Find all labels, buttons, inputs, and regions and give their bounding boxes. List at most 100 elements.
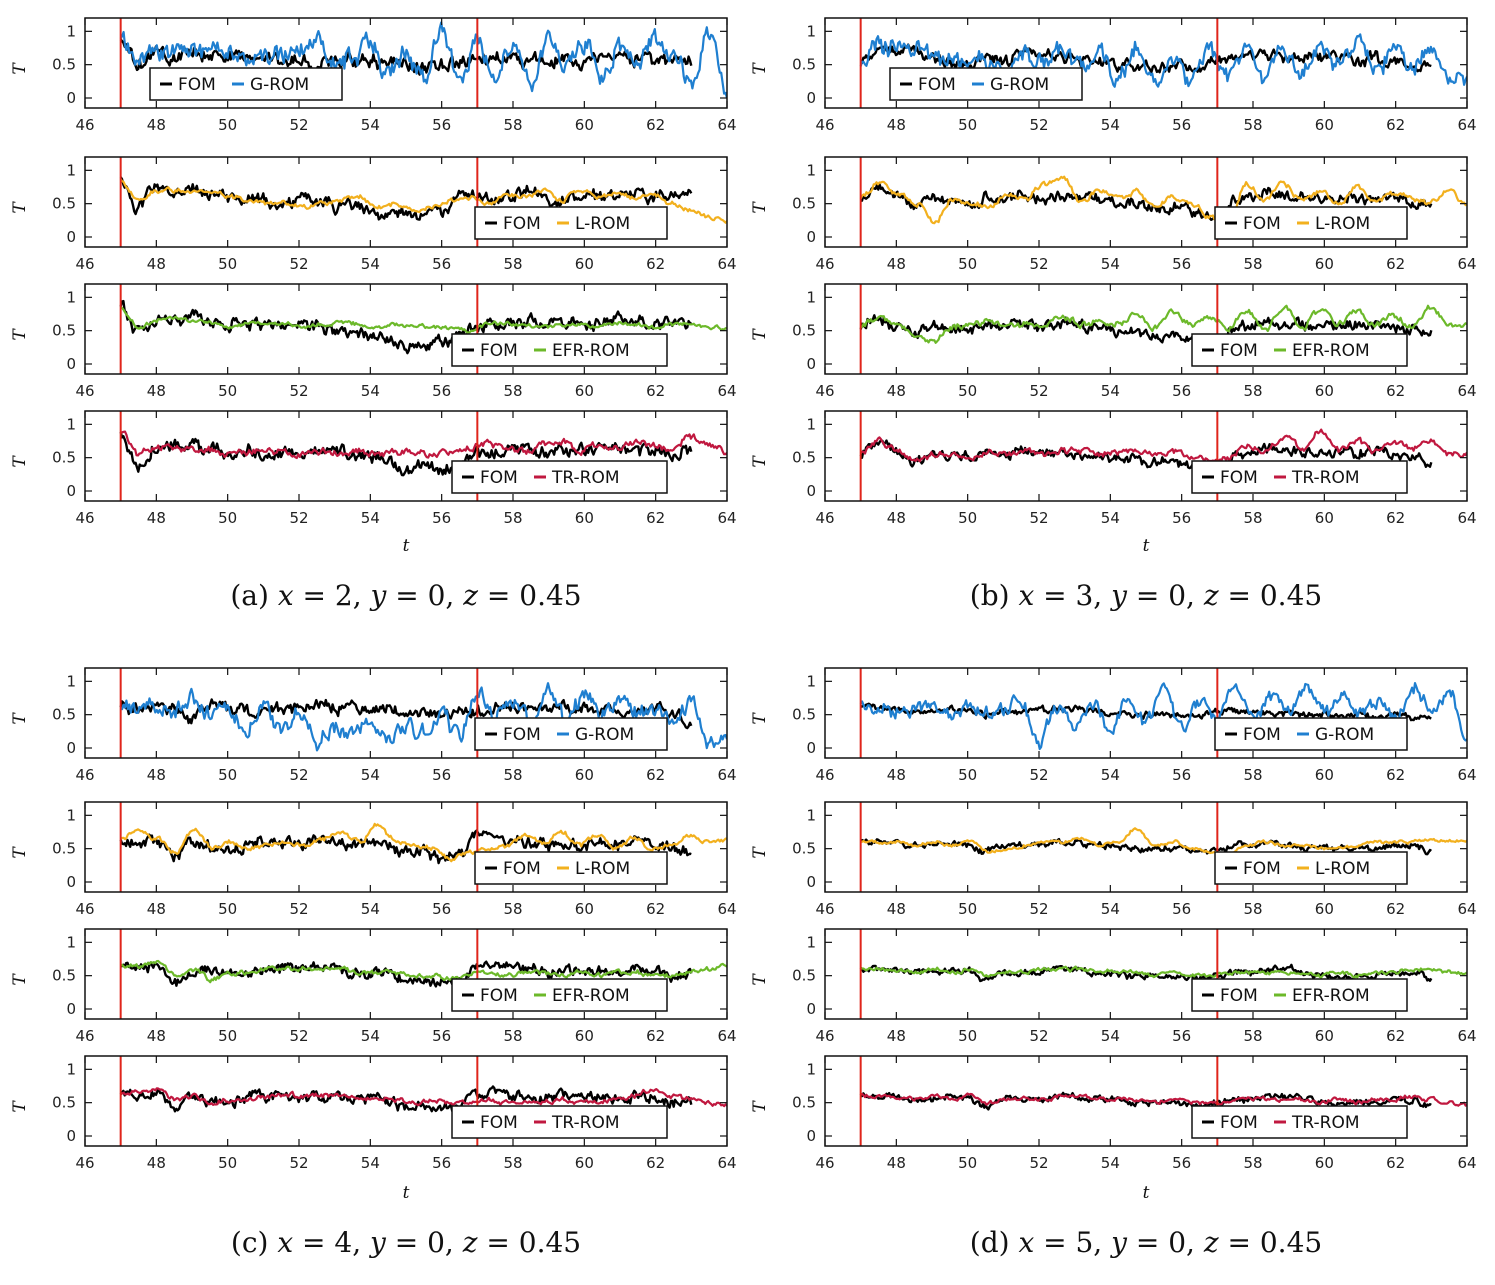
axes-frame — [824, 1055, 1468, 1147]
x-tick-label: 52 — [289, 255, 308, 273]
y-tick-label: 0 — [66, 739, 76, 757]
subplot-b-1: 0 0.5 1 46 48 50 52 54 56 58 60 62 64 T FOM G-ROM — [750, 17, 1477, 134]
subplot-d-1: 0 0.5 1 46 48 50 52 54 56 58 60 62 64 T FOM G-ROM — [750, 667, 1477, 784]
x-tick-label: 50 — [958, 766, 977, 784]
x-tick-label: 46 — [75, 382, 94, 400]
series-line-tr-rom — [120, 430, 727, 460]
subplot-d-4: 0 0.5 1 46 48 50 52 54 56 58 60 62 64 T FOM TR-ROM — [750, 1055, 1477, 1172]
x-tick-label: 58 — [1243, 900, 1262, 918]
legend: FOM L-ROM — [1214, 851, 1408, 885]
y-tick-label: 0.5 — [792, 967, 816, 985]
y-tick-label: 0.5 — [792, 1094, 816, 1112]
legend-label-fom: FOM — [918, 75, 956, 95]
x-tick-label: 54 — [1101, 509, 1120, 527]
legend: FOM TR-ROM — [1191, 1105, 1408, 1139]
x-tick-label: 48 — [887, 1154, 906, 1172]
x-tick-label: 48 — [887, 766, 906, 784]
series-line-fom — [119, 698, 693, 730]
x-tick-label: 48 — [147, 255, 166, 273]
x-tick-label: 64 — [717, 1027, 736, 1045]
legend-label-l-rom: L-ROM — [575, 214, 630, 234]
y-tick-label: 0 — [806, 873, 816, 891]
x-tick-label: 60 — [575, 900, 594, 918]
y-tick-label: 0 — [806, 355, 816, 373]
legend-label-l-rom: L-ROM — [1315, 859, 1370, 879]
x-tick-label: 60 — [575, 116, 594, 134]
legend-box — [451, 978, 668, 1012]
x-tick-label: 54 — [1101, 1027, 1120, 1045]
x-tick-label: 50 — [958, 382, 977, 400]
subplot-b-2: 0 0.5 1 46 48 50 52 54 56 58 60 62 64 T FOM L-ROM — [750, 156, 1477, 273]
x-tick-label: 56 — [1172, 766, 1191, 784]
legend-box — [1191, 333, 1408, 367]
subplot-b-3: 0 0.5 1 46 48 50 52 54 56 58 60 62 64 T FOM EFR-ROM — [750, 283, 1477, 400]
x-tick-label: 50 — [218, 1027, 237, 1045]
y-tick-label: 0.5 — [52, 322, 76, 340]
x-tick-label: 60 — [575, 766, 594, 784]
legend: FOM L-ROM — [1214, 206, 1408, 240]
panel-d: 0 0.5 1 46 48 50 52 54 56 58 60 62 64 T FOM G-ROM 0 0.5 1 4… — [750, 667, 1477, 1259]
series-group — [119, 822, 727, 865]
legend: FOM EFR-ROM — [451, 978, 668, 1012]
legend-label-fom: FOM — [1220, 341, 1258, 361]
y-tick-label: 0 — [806, 482, 816, 500]
legend: FOM G-ROM — [149, 67, 343, 101]
legend-label-fom: FOM — [1220, 986, 1258, 1006]
y-axis-label: T — [10, 62, 30, 75]
legend-label-fom: FOM — [503, 214, 541, 234]
x-tick-label: 60 — [1315, 900, 1334, 918]
caption-variable: z — [1203, 579, 1219, 612]
caption-text: (c) — [231, 1226, 277, 1259]
legend-label-fom: FOM — [503, 725, 541, 745]
x-tick-label: 64 — [1457, 255, 1476, 273]
legend-box — [474, 717, 668, 751]
x-tick-label: 56 — [1172, 382, 1191, 400]
x-tick-label: 56 — [432, 766, 451, 784]
y-axis-label: T — [750, 846, 770, 859]
x-tick-label: 50 — [958, 900, 977, 918]
caption-variable: y — [1109, 579, 1128, 612]
series-line-fom — [119, 176, 693, 221]
caption-variable: y — [369, 579, 388, 612]
x-tick-label: 58 — [503, 1027, 522, 1045]
x-tick-label: 58 — [1243, 382, 1262, 400]
y-tick-label: 0.5 — [792, 322, 816, 340]
x-tick-label: 60 — [1315, 766, 1334, 784]
series-line-efr-rom — [860, 304, 1467, 344]
series-group — [120, 959, 727, 988]
x-tick-label: 60 — [1315, 509, 1334, 527]
legend-box — [1191, 978, 1408, 1012]
x-tick-label: 56 — [432, 382, 451, 400]
y-tick-label: 1 — [806, 22, 816, 40]
legend-label-fom: FOM — [1243, 859, 1281, 879]
series-group — [119, 682, 727, 752]
series-line-g-rom — [119, 21, 727, 99]
x-tick-label: 62 — [646, 1027, 665, 1045]
x-tick-label: 52 — [1029, 255, 1048, 273]
x-tick-label: 56 — [1172, 900, 1191, 918]
x-tick-label: 50 — [218, 509, 237, 527]
series-line-fom — [119, 431, 693, 477]
legend-label-fom: FOM — [480, 1113, 518, 1133]
caption-text: = 5, — [1034, 1226, 1111, 1259]
series-group — [859, 175, 1467, 233]
x-tick-label: 56 — [1172, 509, 1191, 527]
y-tick-label: 0.5 — [52, 840, 76, 858]
legend-label-g-rom: G-ROM — [250, 75, 309, 95]
caption-text: (d) — [970, 1226, 1019, 1259]
series-line-efr-rom — [120, 306, 727, 334]
legend-label-g-rom: G-ROM — [990, 75, 1049, 95]
x-tick-label: 54 — [361, 382, 380, 400]
y-tick-label: 1 — [66, 1060, 76, 1078]
x-tick-label: 56 — [1172, 255, 1191, 273]
legend-label-efr-rom: EFR-ROM — [552, 341, 630, 361]
y-axis-label: T — [10, 201, 30, 214]
legend-box — [1214, 717, 1408, 751]
x-tick-label: 60 — [575, 382, 594, 400]
series-group — [859, 963, 1467, 983]
x-tick-label: 46 — [75, 255, 94, 273]
x-tick-label: 62 — [646, 116, 665, 134]
series-group — [119, 430, 727, 477]
series-line-l-rom — [120, 822, 727, 863]
caption-variable: y — [1109, 1226, 1128, 1259]
